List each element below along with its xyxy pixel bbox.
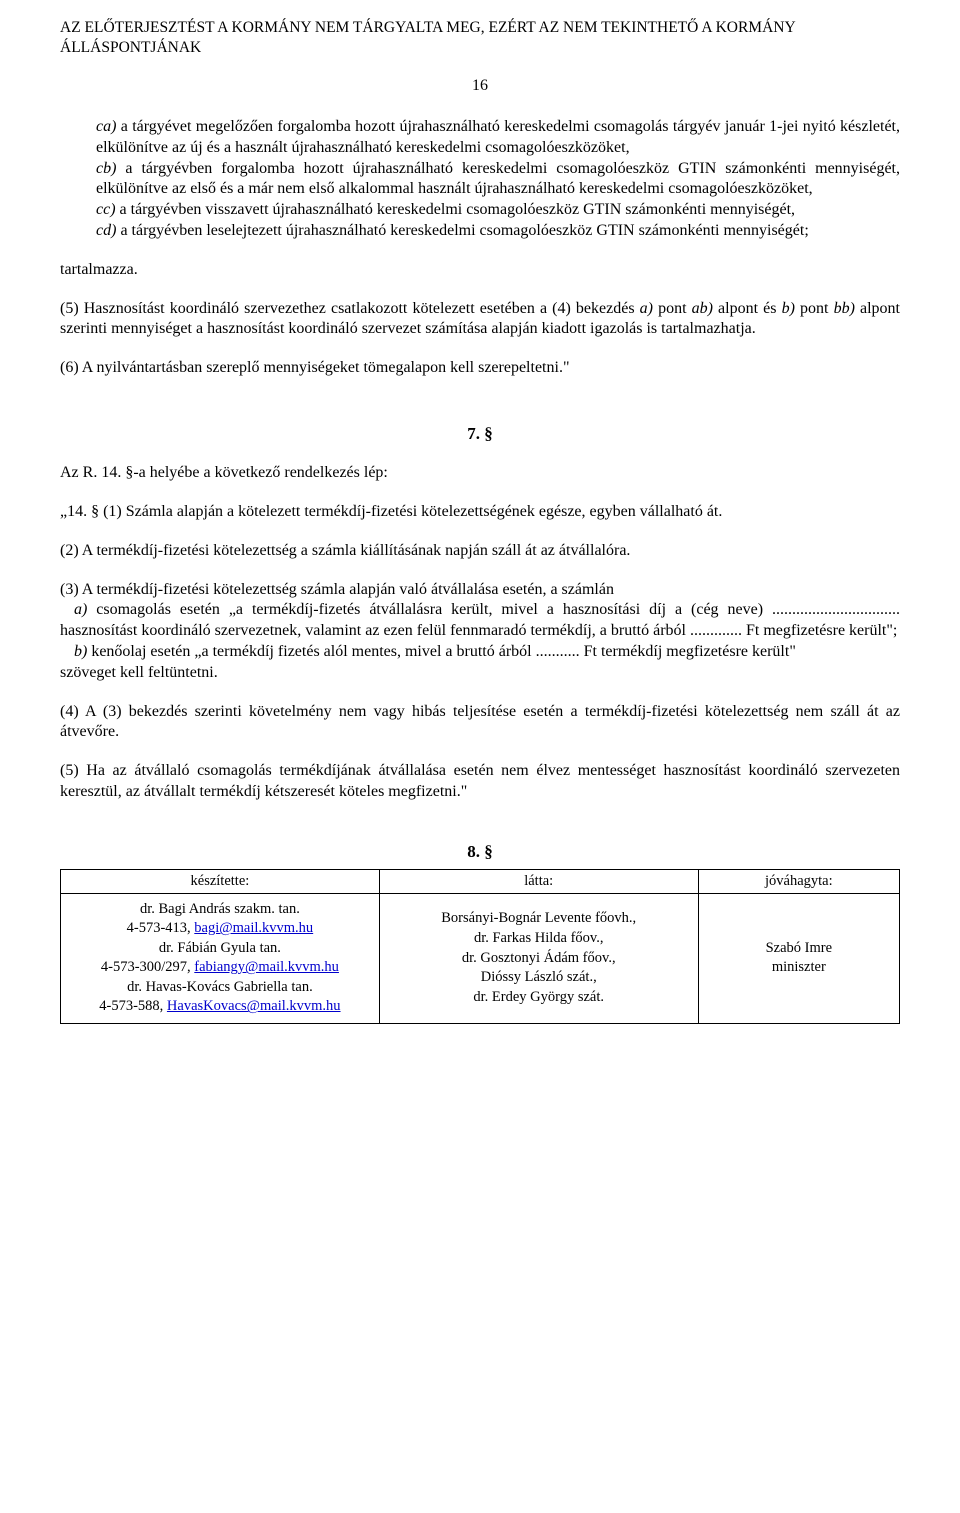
author-3-phone: 4-573-588, [99, 998, 167, 1014]
reviewer-1: Borsányi-Bognár Levente főovh., [441, 910, 636, 926]
table-body-row: dr. Bagi András szakm. tan. 4-573-413, b… [61, 893, 900, 1023]
para5-bb: bb) [834, 300, 855, 317]
approver-name: Szabó Imre [766, 940, 832, 956]
author-3-email-link[interactable]: HavasKovacs@mail.kvvm.hu [167, 998, 341, 1014]
footer-header-jovahagyta: jóváhagyta: [698, 869, 899, 893]
section-7-p5: (5) Ha az átvállaló csomagolás termékdíj… [60, 761, 900, 803]
sec7-p3-a-label: a) [74, 601, 87, 618]
sec7-p3-a-text: csomagolás esetén „a termékdíj-fizetés á… [60, 601, 900, 639]
section-8-heading: 8. § [60, 841, 900, 863]
section-7-p1: „14. § (1) Számla alapján a kötelezett t… [60, 502, 900, 523]
section-7-p2: (2) A termékdíj-fizetési kötelezettség a… [60, 541, 900, 562]
footer-cell-latta: Borsányi-Bognár Levente főovh., dr. Fark… [379, 893, 698, 1023]
table-header-row: készítette: látta: jóváhagyta: [61, 869, 900, 893]
footer-table: készítette: látta: jóváhagyta: dr. Bagi … [60, 869, 900, 1024]
section-7-p4: (4) A (3) bekezdés szerinti követelmény … [60, 702, 900, 744]
section-7-p3: (3) A termékdíj-fizetési kötelezettség s… [60, 580, 900, 684]
approver-title: miniszter [772, 959, 826, 975]
clause-label-cc: cc) [96, 201, 116, 218]
paragraph-6: (6) A nyilvántartásban szereplő mennyisé… [60, 358, 900, 379]
footer-header-latta: látta: [379, 869, 698, 893]
para5-pre: (5) Hasznosítást koordináló szervezethez… [60, 300, 640, 317]
clause-label-cb: cb) [96, 160, 116, 177]
clause-block: ca) a tárgyévet megelőzően forgalomba ho… [96, 117, 900, 242]
clause-text-ca: a tárgyévet megelőzően forgalomba hozott… [96, 118, 900, 156]
tartalmazza-line: tartalmazza. [60, 260, 900, 281]
clause-label-cd: cd) [96, 222, 116, 239]
section-7-intro: Az R. 14. §-a helyébe a következő rendel… [60, 463, 900, 484]
author-3-name: dr. Havas-Kovács Gabriella tan. [127, 979, 313, 995]
author-2-name: dr. Fábián Gyula tan. [159, 940, 281, 956]
reviewer-2: dr. Farkas Hilda főov., [474, 930, 604, 946]
sec7-p3-b-label: b) [74, 643, 87, 660]
sec7-p3-close: szöveget kell feltüntetni. [60, 664, 218, 681]
section-7-heading: 7. § [60, 423, 900, 445]
footer-cell-keszitette: dr. Bagi András szakm. tan. 4-573-413, b… [61, 893, 380, 1023]
page-header: AZ ELŐTERJESZTÉST A KORMÁNY NEM TÁRGYALT… [60, 18, 900, 58]
footer-header-keszitette: készítette: [61, 869, 380, 893]
para5-mid2: alpont és [713, 300, 782, 317]
footer-cell-jovahagyta: Szabó Imre miniszter [698, 893, 899, 1023]
para5-b: b) [782, 300, 795, 317]
clause-text-cb: a tárgyévben forgalomba hozott újrahaszn… [96, 160, 900, 198]
reviewer-3: dr. Gosztonyi Ádám főov., [462, 950, 616, 966]
para5-ab: ab) [692, 300, 713, 317]
reviewer-4: Dióssy László szát., [481, 969, 597, 985]
sec7-p3-b-text: kenőolaj esetén „a termékdíj fizetés aló… [87, 643, 796, 660]
author-2-email-link[interactable]: fabiangy@mail.kvvm.hu [194, 959, 339, 975]
author-2-phone: 4-573-300/297, [101, 959, 194, 975]
para5-mid3: pont [795, 300, 834, 317]
clause-text-cd: a tárgyévben leselejtezett újrahasználha… [116, 222, 808, 239]
page-number: 16 [60, 76, 900, 97]
reviewer-5: dr. Erdey György szát. [473, 989, 604, 1005]
clause-label-ca: ca) [96, 118, 116, 135]
author-1-name: dr. Bagi András szakm. tan. [140, 901, 300, 917]
para5-a: a) [640, 300, 653, 317]
clause-text-cc: a tárgyévben visszavett újrahasználható … [116, 201, 795, 218]
author-1-phone: 4-573-413, [127, 920, 195, 936]
sec7-p3-line1: (3) A termékdíj-fizetési kötelezettség s… [60, 581, 614, 598]
para5-mid1: pont [653, 300, 692, 317]
paragraph-5: (5) Hasznosítást koordináló szervezethez… [60, 299, 900, 341]
author-1-email-link[interactable]: bagi@mail.kvvm.hu [194, 920, 313, 936]
